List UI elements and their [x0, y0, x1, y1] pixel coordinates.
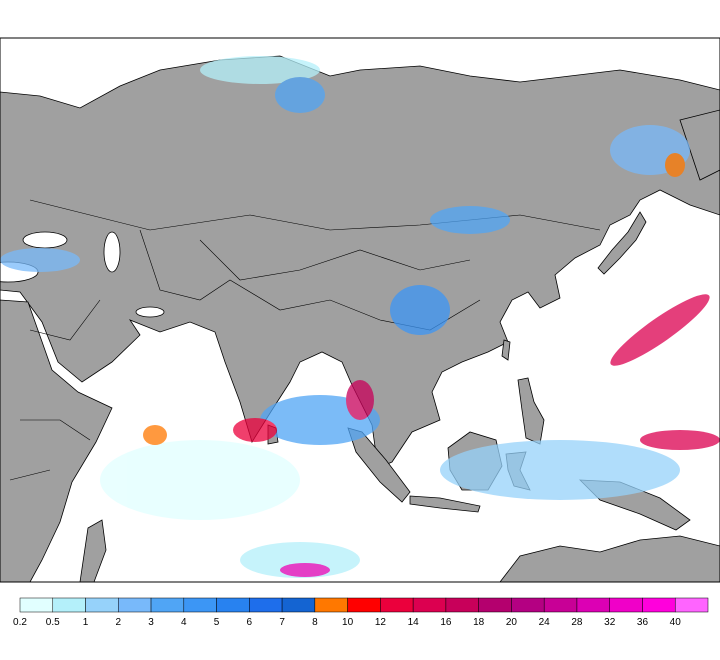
colorbar-swatch: [380, 597, 414, 613]
border: [29, 199, 601, 231]
precip-area: [665, 153, 685, 177]
map-area: [0, 38, 720, 582]
colorbar-label: 2: [116, 617, 122, 628]
precip-area: [200, 56, 320, 84]
colorbar-swatch: [281, 597, 316, 613]
colorbar-label: 5: [214, 617, 220, 628]
black-sea: [22, 231, 68, 249]
colorbar-swatch: [412, 597, 447, 613]
precip-area: [233, 418, 277, 442]
colorbar-swatch: [347, 597, 381, 613]
colorbar-label: 0.5: [46, 617, 60, 628]
colorbar-label: 14: [408, 617, 420, 628]
precip-area: [346, 380, 374, 420]
madagascar: [79, 519, 107, 582]
colorbar-swatch: [249, 597, 283, 613]
colorbar-label: 4: [181, 617, 187, 628]
colorbar-label: 7: [279, 617, 285, 628]
map-frame: [0, 37, 720, 583]
colorbar-swatch: [85, 597, 119, 613]
colorbar-swatch: [543, 597, 578, 613]
colorbar-swatch: [314, 597, 348, 613]
precip-area: [610, 294, 710, 366]
precip-area: [0, 248, 80, 272]
precip-area: [240, 542, 360, 578]
colorbar-label: 24: [539, 617, 551, 628]
border: [9, 299, 101, 481]
colorbar-label: 32: [604, 617, 616, 628]
colorbar-label: 20: [506, 617, 518, 628]
colorbar-swatch: [576, 597, 610, 613]
colorbar-swatch: [609, 597, 643, 613]
colorbar-label: 18: [473, 617, 485, 628]
caspian-sea: [103, 231, 121, 273]
colorbar-swatch: [642, 597, 676, 613]
persian-gulf: [135, 306, 165, 318]
colorbar-label: 0.2: [13, 617, 27, 628]
africa: [0, 299, 113, 582]
colorbar-swatch: [19, 597, 54, 613]
colorbar-label: 8: [312, 617, 318, 628]
taiwan: [501, 339, 511, 361]
colorbar-swatch: [183, 597, 217, 613]
precip-area: [143, 425, 167, 445]
colorbar-label: 12: [375, 617, 387, 628]
precip-area: [275, 77, 325, 113]
precip-area: [100, 440, 300, 520]
colorbar-swatch: [150, 597, 185, 613]
precip-area: [390, 285, 450, 335]
precip-area: [280, 563, 330, 577]
colorbar-label: 3: [148, 617, 154, 628]
colorbar-label: 28: [571, 617, 583, 628]
colorbar-swatch: [445, 597, 479, 613]
philippines: [517, 377, 545, 445]
colorbar-label: 16: [440, 617, 452, 628]
colorbar-label: 40: [670, 617, 682, 628]
precip-area: [430, 206, 510, 234]
japan: [597, 211, 647, 275]
border: [199, 239, 471, 281]
kamchatka: [679, 109, 720, 181]
colorbar-swatch: [216, 597, 250, 613]
colorbar-label: 6: [247, 617, 253, 628]
colorbar-swatch: [511, 597, 545, 613]
sumatra: [347, 427, 411, 503]
colorbar-swatch: [52, 597, 86, 613]
colorbar-label: 1: [83, 617, 89, 628]
colorbar-label: 36: [637, 617, 649, 628]
colorbar-swatch: [118, 597, 152, 613]
colorbar-swatch: [478, 597, 512, 613]
colorbar: 0.2 0.5 1 2 3 4 5 6 7 8 10 12 14 16 18 20 24 28 32 36 40: [13, 597, 709, 628]
precip-area: [440, 440, 680, 500]
colorbar-label: 10: [342, 617, 354, 628]
java: [409, 495, 481, 513]
precipitation: [0, 56, 720, 578]
precip-area: [640, 430, 720, 450]
colorbar-swatch: [674, 597, 709, 613]
australia: [499, 535, 720, 582]
